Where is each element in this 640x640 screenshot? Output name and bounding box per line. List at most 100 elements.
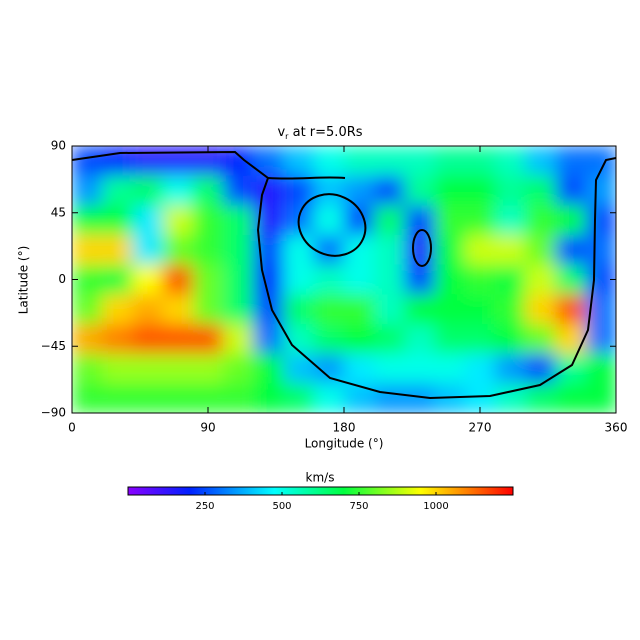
heatmap-cell: [495, 175, 526, 206]
heatmap-cell: [162, 175, 194, 206]
heatmap-cell: [585, 175, 616, 206]
heatmap-cell: [374, 353, 405, 384]
title-main: v: [277, 125, 285, 140]
heatmap-cell: [464, 175, 496, 206]
x-tick-label: 90: [200, 421, 215, 435]
heatmap-cell: [162, 205, 194, 236]
heatmap-cell: [102, 205, 133, 236]
heatmap-cell: [344, 294, 375, 325]
heatmap-cell: [223, 235, 254, 266]
heatmap-cell: [223, 146, 254, 177]
heatmap-cell: [464, 294, 496, 325]
heatmap-cell: [434, 353, 466, 384]
heatmap-cell: [192, 353, 224, 384]
heatmap-cell: [495, 264, 526, 295]
heatmap-cell: [495, 146, 526, 177]
heatmap-cell: [525, 264, 557, 295]
title-subscript: r: [285, 132, 289, 141]
heatmap-cell: [313, 383, 345, 413]
heatmap-cell: [162, 264, 194, 295]
heatmap-cell: [132, 235, 164, 266]
x-tick-label: 270: [469, 421, 492, 435]
heatmap-cell: [344, 324, 375, 355]
heatmap-cell: [102, 175, 133, 206]
heatmap-cell: [585, 383, 616, 413]
colorbar-label: km/s: [306, 471, 335, 485]
y-axis-label: Latitude (°): [17, 246, 31, 315]
heatmap-cell: [72, 294, 103, 325]
heatmap-cell: [404, 175, 436, 206]
neutral-line: [72, 150, 616, 400]
heatmap-cell: [344, 264, 375, 295]
heatmap-cell: [495, 235, 526, 266]
y-tick-label: −45: [41, 339, 66, 353]
colorbar-tick-label: 1000: [423, 501, 448, 512]
heatmap-cell: [374, 383, 405, 413]
heatmap-cell: [223, 383, 254, 413]
colorbar-tick-label: 750: [349, 501, 368, 512]
heatmap-cell: [162, 294, 194, 325]
heatmap-cell: [404, 294, 436, 325]
y-tick-label: 0: [58, 272, 66, 286]
heatmap-cell: [555, 205, 587, 236]
heatmap-cell: [374, 205, 405, 236]
heatmap-cell: [102, 264, 133, 295]
heatmap-cell: [464, 235, 496, 266]
heatmap-cell: [313, 235, 345, 266]
heatmap-cell: [344, 175, 375, 206]
heatmap-cell: [72, 235, 103, 266]
heatmap-cell: [102, 294, 133, 325]
heatmap-cell: [253, 324, 285, 355]
heatmap-cell: [313, 205, 345, 236]
heatmap-cell: [162, 383, 194, 413]
heatmap-cell: [102, 353, 133, 384]
heatmap-cell: [72, 324, 103, 355]
heatmap-cell: [525, 383, 557, 413]
heatmap-cell: [72, 383, 103, 413]
heatmap-cell: [72, 175, 103, 206]
heatmap-cell: [434, 324, 466, 355]
heatmap-cell: [313, 175, 345, 206]
heatmap-cell: [374, 235, 405, 266]
heatmap-cell: [555, 146, 587, 177]
heatmap-cell: [404, 324, 436, 355]
colorbar: [127, 486, 514, 496]
heatmap-cell: [283, 146, 315, 177]
x-tick-label: 0: [68, 421, 76, 435]
heatmap-cell: [132, 383, 164, 413]
heatmap-cell: [464, 264, 496, 295]
heatmap-cell: [374, 324, 405, 355]
heatmap-cell: [162, 235, 194, 266]
heatmap-cell: [283, 294, 315, 325]
title-rest: at r=5.0Rs: [288, 125, 362, 140]
heatmap-cell: [555, 264, 587, 295]
heatmap-cell: [313, 264, 345, 295]
heatmap-cell: [464, 353, 496, 384]
heatmap-cell: [344, 235, 375, 266]
colorbar-tick-label: 250: [195, 501, 214, 512]
chart-title: vr at r=5.0Rs: [277, 125, 362, 141]
heatmap-cell: [192, 294, 224, 325]
heatmap-cell: [585, 205, 616, 236]
heatmap-cell: [434, 146, 466, 177]
heatmap-cell: [283, 235, 315, 266]
heatmap-cell: [102, 324, 133, 355]
heatmap-cell: [555, 294, 587, 325]
heatmap-cell: [132, 205, 164, 236]
heatmap-cell: [192, 205, 224, 236]
heatmap-cell: [223, 264, 254, 295]
heatmap-cell: [585, 235, 616, 266]
heatmap-cell: [223, 294, 254, 325]
heatmap-cell: [192, 235, 224, 266]
heatmap-cell: [555, 235, 587, 266]
heatmap-cell: [525, 324, 557, 355]
colorbar-tick-label: 500: [272, 501, 291, 512]
heatmap-cell: [253, 383, 285, 413]
heatmap-cell: [434, 175, 466, 206]
y-tick-label: 45: [51, 205, 66, 219]
heatmap-cell: [283, 353, 315, 384]
heatmap-cell: [495, 353, 526, 384]
x-axis-label: Longitude (°): [305, 437, 384, 451]
heatmap-cell: [313, 294, 345, 325]
